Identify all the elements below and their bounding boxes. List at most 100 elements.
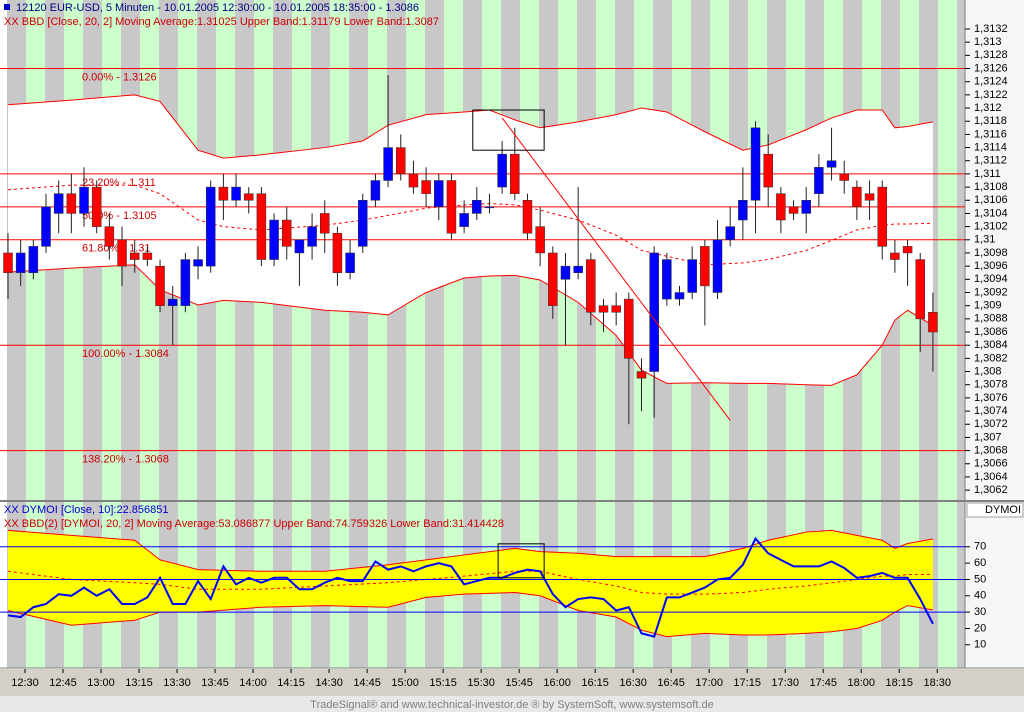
y-tick-label: 1,3072	[974, 418, 1008, 430]
fib-level-label: 138.20% - 1.3068	[82, 453, 169, 465]
x-tick-label: 18:15	[885, 677, 913, 689]
candle-body	[548, 252, 558, 306]
y-tick-label: 1,31	[974, 234, 995, 246]
candle-body	[53, 193, 64, 214]
candle-body	[421, 180, 431, 194]
indicator-legend: XX BBD(2) [DYMOI, 20, 2] Moving Average:…	[4, 518, 504, 530]
candle-body	[738, 200, 748, 221]
y-tick-label: 1,3132	[974, 23, 1008, 35]
fib-level-label: 100.00% - 1.3084	[82, 348, 169, 360]
candle-body	[142, 252, 153, 260]
candle-body	[674, 292, 685, 300]
candle-body	[573, 265, 583, 273]
band-upper	[7, 94, 933, 159]
candle-body	[345, 252, 355, 273]
dymoi-line	[7, 536, 934, 638]
y-tick-label: 1,3128	[974, 49, 1008, 61]
candle-body	[370, 180, 381, 201]
y-tick-label: 30	[974, 606, 986, 618]
y-tick-label: 1,308	[974, 365, 1002, 377]
y-tick-label: 1,3092	[974, 286, 1008, 298]
chart-title: 12120 EUR-USD, 5 Minuten - 10.01.2005 12…	[16, 2, 419, 14]
candle-body	[41, 206, 51, 247]
candle-body	[155, 265, 165, 306]
y-tick-label: 1,3114	[974, 141, 1007, 153]
candle-body	[408, 173, 419, 188]
y-tick-label: 60	[974, 557, 986, 569]
candle-body	[598, 305, 609, 313]
x-tick-label: 15:15	[429, 677, 457, 689]
candle-body	[877, 186, 887, 247]
y-tick-label: 1,3106	[974, 194, 1008, 206]
y-tick-label: 1,3062	[974, 484, 1008, 496]
candle-body	[3, 252, 13, 273]
fib-level-label: 0.00% - 1.3126	[82, 71, 157, 83]
candle-body	[256, 193, 267, 260]
candle-body	[231, 186, 241, 201]
candle-body	[750, 127, 761, 201]
time-axis	[0, 669, 1024, 696]
band-upper	[7, 529, 933, 572]
time-stripe	[957, 0, 965, 500]
candle-body	[928, 312, 938, 333]
fib-level-label: 61.80% - 1.31	[82, 243, 151, 255]
candle-body	[839, 173, 849, 181]
candle-body	[497, 153, 507, 188]
axis-panel	[965, 0, 1024, 668]
x-tick-label: 17:45	[809, 677, 837, 689]
time-stripe	[938, 502, 957, 668]
x-tick-label: 12:30	[11, 677, 39, 689]
highlight-box	[497, 543, 545, 579]
y-tick-label: 1,3108	[974, 181, 1008, 193]
candle-body	[28, 246, 39, 273]
candle-body	[624, 298, 634, 359]
y-tick-label: 1,3118	[974, 115, 1007, 127]
candle-body	[383, 147, 393, 181]
candle-body	[852, 186, 862, 208]
y-tick-label: 1,3076	[974, 392, 1008, 404]
candle-body	[915, 259, 925, 320]
fib-level-label: 23.20% - 1.311	[82, 177, 156, 189]
x-tick-label: 16:30	[619, 677, 647, 689]
footer: TradeSignal® and www.technical-investor.…	[310, 699, 713, 711]
candle-body	[611, 305, 621, 313]
x-tick-label: 14:15	[277, 677, 305, 689]
x-tick-label: 12:45	[49, 677, 77, 689]
y-tick-label: 1,3074	[974, 405, 1008, 417]
y-tick-label: 1,3102	[974, 221, 1008, 233]
y-tick-label: 1,3094	[974, 273, 1008, 285]
candle-body	[687, 259, 697, 293]
candle-body	[662, 259, 672, 300]
candle-body	[586, 259, 596, 313]
candle-body	[79, 186, 89, 214]
footer-bar	[0, 696, 1024, 712]
candle-body	[117, 239, 127, 267]
y-tick-label: 10	[974, 639, 986, 651]
candle-body	[712, 239, 723, 293]
y-tick-label: 20	[974, 622, 986, 634]
y-tick-label: 1,3126	[974, 62, 1008, 74]
y-tick-label: 1,3088	[974, 313, 1008, 325]
y-tick-label: 1,3066	[974, 458, 1008, 470]
y-tick-label: 1,313	[974, 36, 1002, 48]
candle-body	[535, 226, 545, 254]
y-tick-label: 1,309	[974, 300, 1002, 312]
band-lower	[7, 264, 934, 386]
candle-body	[700, 246, 710, 287]
highlight-box	[472, 109, 545, 151]
candle-body	[205, 186, 216, 267]
time-stripe	[957, 502, 965, 668]
candle-body	[763, 153, 773, 188]
candle-body	[776, 193, 786, 221]
candle-body	[66, 193, 77, 214]
candle-body	[649, 252, 659, 372]
axis-label: DYMOI	[985, 504, 1021, 516]
candle-body	[396, 147, 406, 175]
x-tick-label: 15:00	[391, 677, 419, 689]
candle-body	[472, 200, 482, 214]
x-tick-label: 18:00	[847, 677, 875, 689]
band-lower	[7, 592, 933, 638]
candle-body	[193, 259, 203, 267]
